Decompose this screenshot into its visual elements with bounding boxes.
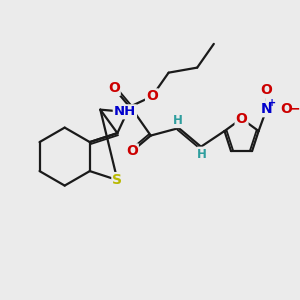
Text: S: S [112,173,122,187]
Text: O: O [108,81,120,95]
Text: O: O [261,83,272,97]
Text: O: O [146,89,158,103]
Text: +: + [268,98,276,108]
Text: H: H [172,114,182,127]
Text: N: N [261,102,272,116]
Text: O: O [236,112,247,126]
Text: H: H [197,148,207,160]
Text: −: − [289,101,300,115]
Text: O: O [280,102,292,116]
Text: O: O [126,144,138,158]
Text: NH: NH [114,105,136,118]
